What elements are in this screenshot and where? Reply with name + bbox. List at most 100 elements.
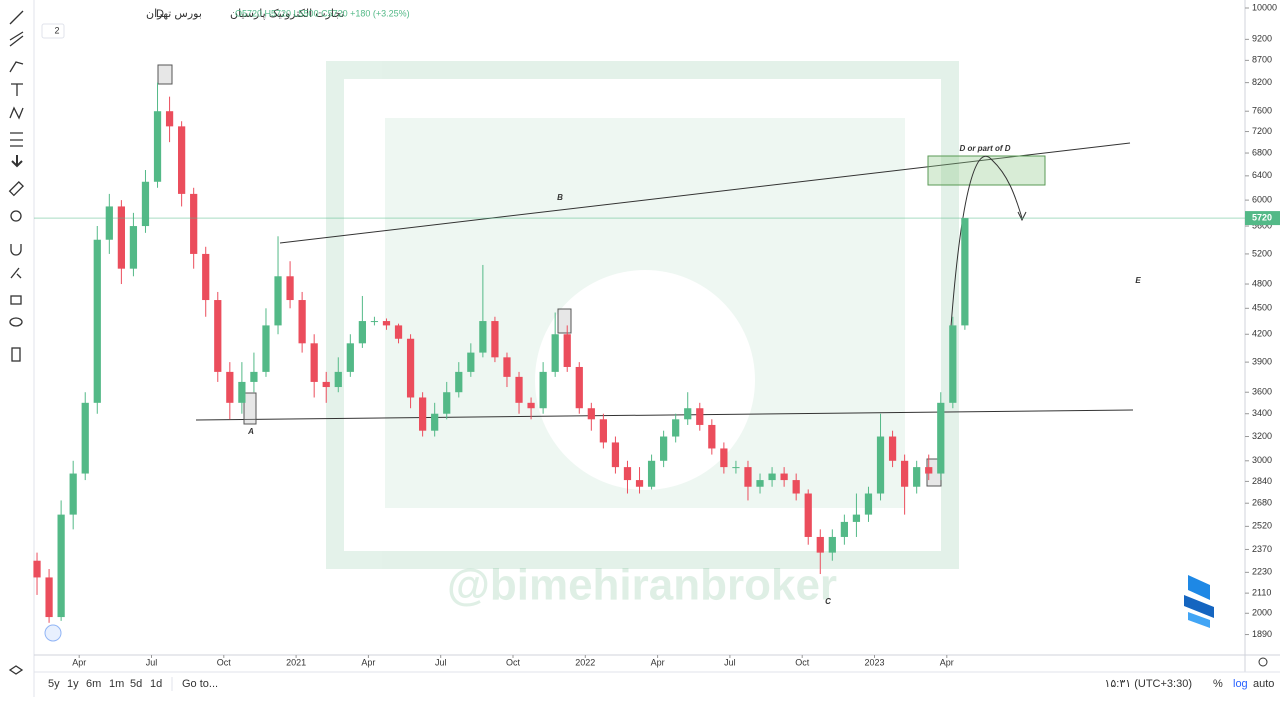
lock-tool[interactable] (10, 295, 22, 305)
candle-body (660, 436, 668, 461)
range-button[interactable]: 6m (86, 678, 101, 690)
replay-button[interactable] (44, 624, 62, 642)
candle-body (876, 436, 885, 494)
range-button[interactable]: 1y (67, 678, 79, 690)
candle-body (286, 276, 294, 301)
candle-body (346, 343, 354, 372)
remove-tool[interactable] (11, 347, 21, 362)
candle-body (178, 126, 186, 194)
prediction-tool[interactable] (10, 132, 23, 147)
candle-body (33, 560, 41, 578)
fib-tool[interactable] (9, 31, 24, 47)
candle-body (274, 276, 282, 326)
candle-body (358, 321, 366, 344)
percent-button[interactable]: % (1213, 678, 1223, 690)
x-tick-label: Apr (361, 657, 375, 667)
candle-body (888, 436, 897, 461)
goto-button[interactable]: Go to... (182, 678, 218, 690)
magnet-tool[interactable] (10, 244, 22, 256)
x-tick-label: Jul (724, 657, 736, 667)
candle-body (587, 408, 595, 420)
x-tick-label: Apr (72, 657, 86, 667)
y-tick-label: 8200 (1252, 77, 1272, 87)
candle-body (190, 193, 198, 254)
auto-button[interactable]: auto (1253, 678, 1274, 690)
candle-body (635, 480, 644, 487)
range-button[interactable]: 5y (48, 678, 60, 690)
candle-body (238, 381, 246, 403)
ruler-tool[interactable] (8, 181, 24, 197)
log-button[interactable]: log (1233, 678, 1248, 690)
candle-body (105, 206, 113, 240)
candle-body (925, 467, 933, 474)
candle-body (479, 321, 487, 353)
y-tick-label: 2370 (1252, 544, 1272, 554)
draw-mode-tool[interactable] (10, 267, 22, 279)
drawing-toolbar[interactable] (8, 10, 24, 675)
range-button[interactable]: 1m (109, 678, 124, 690)
candle-body (780, 473, 788, 481)
wave-label: A (247, 427, 254, 436)
candle-body (840, 521, 848, 537)
candle-body (696, 408, 704, 425)
y-tick-label: 1890 (1252, 629, 1272, 639)
candle-body (443, 392, 451, 414)
ohlc-readout: O5720 H5720 L5500 C5720 +180 (+3.25%) (235, 8, 410, 18)
y-tick-label: 3400 (1252, 408, 1272, 418)
wave-label: E (1135, 276, 1141, 285)
settings-button[interactable] (1258, 657, 1268, 667)
y-tick-label: 3000 (1252, 455, 1272, 465)
candle-body (744, 467, 752, 487)
indicator-toggle[interactable] (41, 23, 65, 39)
y-tick-label: 2110 (1252, 588, 1271, 598)
candle-body (672, 419, 680, 437)
candle-body (901, 460, 909, 487)
zoom-tool[interactable] (10, 210, 22, 222)
candle-body (647, 460, 656, 487)
candle-body (153, 111, 162, 182)
y-tick-label: 7200 (1252, 126, 1272, 136)
range-button[interactable]: 1d (150, 678, 162, 690)
indicator-count[interactable]: 2 (54, 25, 59, 35)
pattern-tool[interactable] (9, 106, 24, 120)
drawings (157, 64, 1134, 487)
text-tool[interactable] (11, 83, 23, 96)
layers-tool[interactable] (8, 665, 24, 675)
candle-body (467, 352, 475, 372)
trend-tool[interactable] (9, 10, 24, 25)
y-tick-label: 6000 (1252, 194, 1272, 204)
candle-body (539, 371, 547, 409)
hide-tool[interactable] (9, 317, 23, 327)
y-tick-label: 2840 (1252, 476, 1272, 486)
interval: D (156, 8, 164, 20)
y-tick-label: 4200 (1252, 329, 1272, 339)
arrow-tool[interactable] (11, 155, 23, 168)
candle-body (45, 577, 53, 618)
candle-body (684, 408, 692, 420)
brush-tool[interactable] (9, 61, 24, 73)
candle-body (852, 514, 861, 522)
range-button[interactable]: 5d (130, 678, 142, 690)
y-tick-label: 2520 (1252, 521, 1272, 531)
last-price-label: 5720 (1252, 212, 1272, 222)
candle-body (214, 300, 222, 372)
candle-body (503, 357, 511, 377)
candle-body (551, 334, 559, 372)
watermark-text: @bimehiranbroker (447, 561, 837, 610)
candle-body (81, 402, 89, 474)
y-tick-label: 5600 (1252, 220, 1272, 230)
y-tick-label: 2680 (1252, 498, 1272, 508)
x-tick-label: Apr (651, 657, 665, 667)
y-tick-label: 6800 (1252, 147, 1272, 157)
candle-body (394, 325, 403, 339)
y-tick-label: 8700 (1252, 55, 1272, 65)
candle-body (515, 376, 523, 403)
projection-arrowhead (1017, 211, 1027, 222)
candle-body (937, 402, 945, 474)
wave-label: C (825, 597, 831, 606)
watermark-logo (326, 61, 959, 569)
candle-body (298, 300, 306, 344)
candle-body (756, 480, 764, 487)
symbol-name: تجارت الکترونیک پارسیان (230, 8, 344, 20)
